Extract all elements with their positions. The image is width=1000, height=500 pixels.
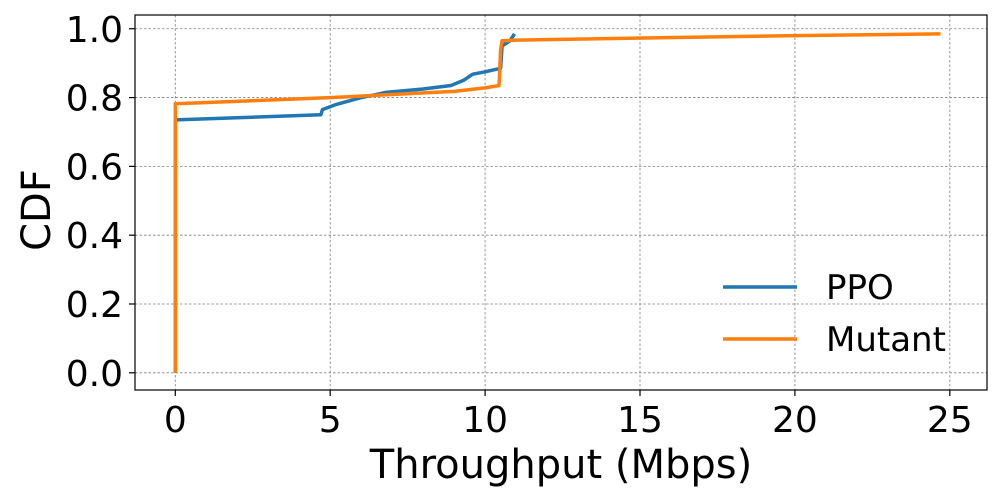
axis-ticks: 0 5 10 15 20 25 0.0 0.2 0.4 0.6 0.8 1.0 — [66, 10, 973, 441]
x-tick-label: 15 — [617, 400, 663, 441]
series-line-ppo — [173, 32, 516, 373]
y-tick-label: 1.0 — [66, 10, 123, 51]
y-tick-label: 0.0 — [66, 354, 123, 395]
grid — [135, 15, 987, 390]
x-axis-label: Throughput (Mbps) — [369, 442, 752, 488]
y-tick-label: 0.4 — [66, 216, 123, 257]
y-tick-label: 0.2 — [66, 285, 123, 326]
x-tick-label: 10 — [462, 400, 508, 441]
y-axis-label: CDF — [14, 169, 60, 251]
x-tick-label: 20 — [772, 400, 818, 441]
plot-frame — [134, 14, 988, 391]
x-tick-label: 0 — [164, 400, 187, 441]
x-tick-label: 5 — [319, 400, 342, 441]
y-tick-label: 0.6 — [66, 147, 123, 188]
series-line-mutant — [173, 32, 941, 373]
x-tick-label: 25 — [927, 400, 973, 441]
y-tick-label: 0.8 — [66, 79, 123, 120]
series-lines — [173, 32, 941, 373]
legend: PPO Mutant — [723, 268, 946, 360]
legend-label-mutant: Mutant — [826, 320, 946, 360]
legend-label-ppo: PPO — [826, 268, 894, 308]
